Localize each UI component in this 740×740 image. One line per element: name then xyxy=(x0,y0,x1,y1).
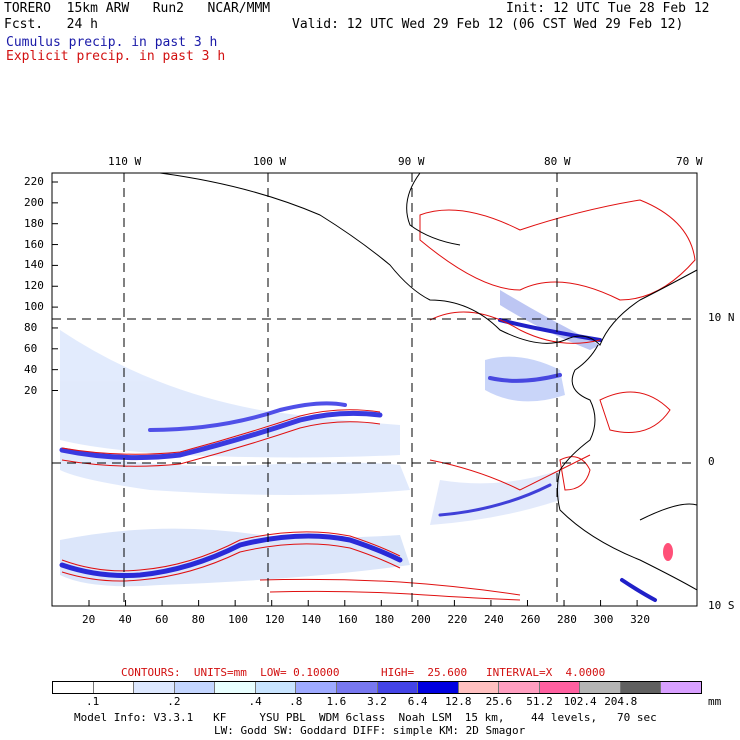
colorbar-label: 102.4 xyxy=(563,695,597,708)
bottom-axis-label: 160 xyxy=(337,613,358,626)
colorbar-swatch xyxy=(174,682,216,693)
bottom-axis-label: 40 xyxy=(118,613,132,626)
colorbar-swatch xyxy=(53,682,94,693)
colorbar-label: 51.2 xyxy=(526,695,553,708)
left-axis-label: 180 xyxy=(24,216,44,230)
colorbar-swatch xyxy=(539,682,581,693)
colorbar-label: 25.6 xyxy=(485,695,513,708)
colorbar-swatch xyxy=(377,682,419,693)
left-axis-label: 140 xyxy=(24,258,44,272)
bottom-axis-label: 260 xyxy=(520,613,541,626)
explicit-label: Explicit precip. in past 3 h xyxy=(6,49,226,64)
top-lon-label: 110 W xyxy=(108,155,142,168)
colorbar-label: .8 xyxy=(289,695,303,708)
axis-ticks xyxy=(52,181,638,606)
bottom-axis-label: 60 xyxy=(155,613,169,626)
colorbar-label: 3.2 xyxy=(367,695,387,708)
colorbar-label: .1 xyxy=(86,695,100,708)
bottom-axis-label: 100 xyxy=(228,613,249,626)
heavy-precip-bands xyxy=(59,318,673,602)
bottom-axis-label: 120 xyxy=(264,613,285,626)
left-axis-label: 200 xyxy=(24,195,44,209)
explicit-precip-contours xyxy=(61,199,696,601)
colorbar-swatch xyxy=(580,682,621,693)
right-lat-label: 0 xyxy=(708,455,715,468)
colorbar-swatch xyxy=(93,682,135,693)
left-axis-label: 40 xyxy=(24,362,38,376)
colorbar-swatch xyxy=(418,682,459,693)
colorbar-label: 12.8 xyxy=(445,695,472,708)
model-title: TORERO 15km ARW Run2 NCAR/MMM xyxy=(4,1,271,16)
grid-lines xyxy=(52,173,697,606)
colorbar-unit: mm xyxy=(708,695,722,708)
colorbar-swatch xyxy=(661,682,701,693)
left-axis-label: 120 xyxy=(24,279,44,293)
top-lon-label: 90 W xyxy=(398,155,425,168)
bottom-axis-label: 180 xyxy=(374,613,395,626)
bottom-axis-label: 280 xyxy=(557,613,577,626)
colorbar-swatch xyxy=(499,682,540,693)
left-axis-label: 60 xyxy=(24,341,38,355)
init-time: Init: 12 UTC Tue 28 Feb 12 xyxy=(506,1,710,16)
bottom-axis-label: 320 xyxy=(630,613,650,626)
colorbar-label: 6.4 xyxy=(407,695,428,708)
model-info-line2: LW: Godd SW: Goddard DIFF: simple KM: 2D… xyxy=(214,724,526,737)
bottom-axis-label: 300 xyxy=(593,613,614,626)
right-lat-label: 10 N xyxy=(708,311,735,324)
bottom-axis-label: 220 xyxy=(447,613,468,626)
forecast-hour: Fcst. 24 h xyxy=(4,17,98,32)
contour-label: CONTOURS: UNITS=mm LOW= 0.10000 xyxy=(121,666,340,679)
bottom-axis-label: 200 xyxy=(410,613,431,626)
top-lon-label: 100 W xyxy=(253,155,287,168)
colorbar-label: .4 xyxy=(248,695,262,708)
contour-interval: INTERVAL=X 4.0000 xyxy=(486,666,606,679)
colorbar-swatch xyxy=(458,682,500,693)
bottom-axis-label: 240 xyxy=(483,613,504,626)
left-axis-label: 220 xyxy=(24,175,44,188)
colorbar-swatch xyxy=(296,682,337,693)
left-axis-label: 80 xyxy=(24,320,38,334)
cumulus-precip-shading xyxy=(60,290,600,587)
plot-frame xyxy=(51,172,698,607)
colorbar-label: 1.6 xyxy=(326,695,347,708)
bottom-axis-label: 80 xyxy=(191,613,205,626)
left-axis-label: 100 xyxy=(24,300,44,314)
cumulus-label: Cumulus precip. in past 3 h xyxy=(6,35,218,50)
top-lon-label: 80 W xyxy=(544,155,571,168)
colorbar-swatch xyxy=(134,682,175,693)
left-axis-label: 20 xyxy=(24,383,38,397)
contour-high: HIGH= 25.600 xyxy=(381,666,468,679)
valid-time: Valid: 12 UTC Wed 29 Feb 12 (06 CST Wed … xyxy=(292,17,684,32)
bottom-axis-label: 140 xyxy=(301,613,322,626)
top-lon-label: 70 W xyxy=(676,155,703,168)
colorbar xyxy=(52,681,702,694)
colorbar-swatch xyxy=(255,682,297,693)
bottom-axis-label: 20 xyxy=(82,613,96,626)
right-lat-label: 10 S xyxy=(708,599,735,612)
model-info-line1: Model Info: V3.3.1 KF YSU PBL WDM 6class… xyxy=(74,711,657,724)
colorbar-label: 204.8 xyxy=(604,695,638,708)
coastlines xyxy=(159,173,697,591)
left-axis-label: 160 xyxy=(24,237,44,251)
colorbar-swatch xyxy=(336,682,378,693)
colorbar-swatch xyxy=(620,682,662,693)
colorbar-label: .2 xyxy=(167,695,181,708)
colorbar-swatch xyxy=(215,682,256,693)
